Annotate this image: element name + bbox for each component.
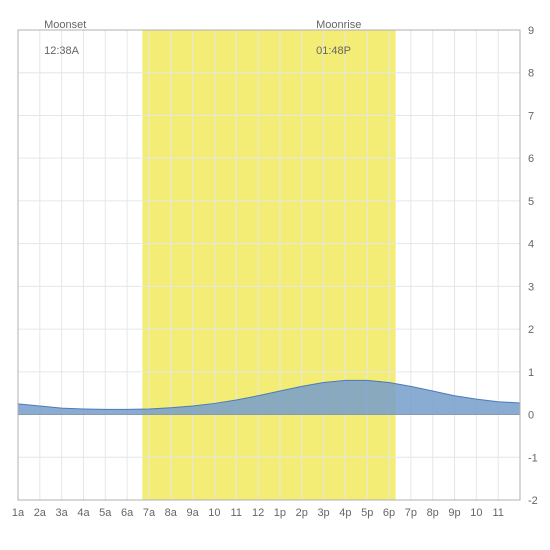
svg-text:10: 10 (470, 507, 482, 519)
svg-text:3p: 3p (317, 507, 329, 519)
svg-text:8: 8 (528, 68, 534, 80)
svg-text:7a: 7a (143, 507, 156, 519)
svg-text:2a: 2a (34, 507, 47, 519)
moonset-title: Moonset (44, 19, 86, 31)
svg-text:9a: 9a (186, 507, 199, 519)
svg-text:-1: -1 (528, 452, 538, 464)
moonset-value: 12:38A (44, 45, 79, 57)
svg-text:4: 4 (528, 239, 534, 251)
svg-text:3: 3 (528, 281, 534, 293)
svg-text:6a: 6a (121, 507, 134, 519)
svg-text:5: 5 (528, 196, 534, 208)
svg-text:5p: 5p (361, 507, 373, 519)
svg-text:7: 7 (528, 110, 534, 122)
svg-text:-2: -2 (528, 495, 538, 507)
svg-text:6: 6 (528, 153, 534, 165)
svg-text:3a: 3a (56, 507, 69, 519)
moonrise-title: Moonrise (316, 19, 361, 31)
svg-text:10: 10 (208, 507, 220, 519)
svg-text:5a: 5a (99, 507, 112, 519)
moonrise-label: Moonrise 01:48P (310, 6, 361, 58)
svg-text:4p: 4p (339, 507, 351, 519)
svg-text:0: 0 (528, 410, 534, 422)
svg-text:11: 11 (231, 507, 242, 519)
svg-text:9p: 9p (448, 507, 460, 519)
svg-text:6p: 6p (383, 507, 395, 519)
svg-text:8a: 8a (165, 507, 178, 519)
svg-text:1p: 1p (274, 507, 286, 519)
svg-text:2: 2 (528, 324, 534, 336)
moonrise-value: 01:48P (316, 45, 351, 57)
svg-text:2p: 2p (296, 507, 308, 519)
svg-text:8p: 8p (427, 507, 439, 519)
svg-text:11: 11 (492, 507, 503, 519)
svg-text:12: 12 (252, 507, 264, 519)
svg-text:9: 9 (528, 25, 534, 37)
tide-daylight-chart: -2-101234567891a2a3a4a5a6a7a8a9a1011121p… (0, 0, 550, 550)
svg-text:1: 1 (528, 367, 534, 379)
svg-text:1a: 1a (12, 507, 25, 519)
moonset-label: Moonset 12:38A (38, 6, 86, 58)
svg-text:7p: 7p (405, 507, 417, 519)
svg-text:4a: 4a (77, 507, 90, 519)
